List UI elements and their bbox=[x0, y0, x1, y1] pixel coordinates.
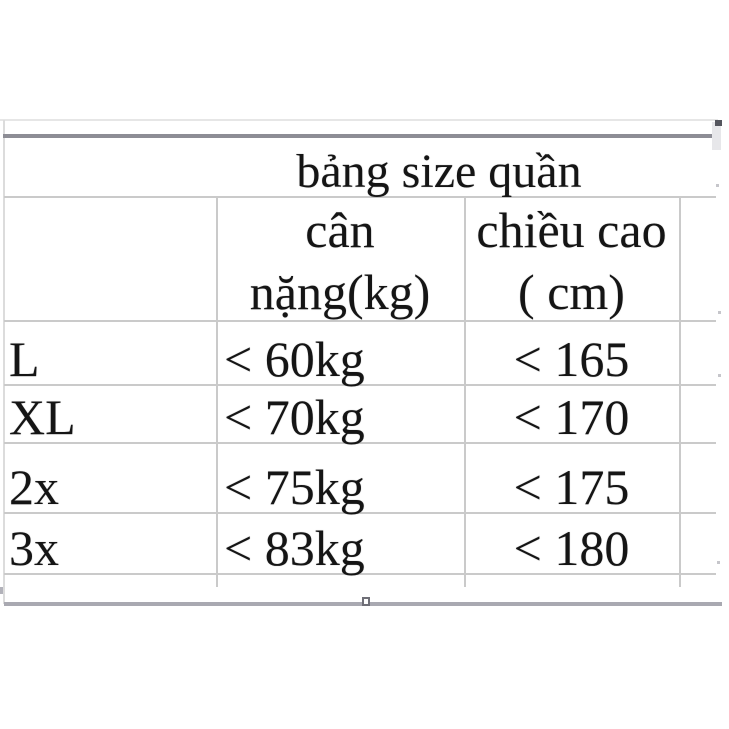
weight-cell: < 83kg bbox=[224, 520, 365, 576]
height-cell: < 165 bbox=[513, 331, 630, 387]
table-row: 3x < 83kg < 180 bbox=[4, 514, 716, 573]
size-cell: XL bbox=[9, 389, 76, 445]
height-cell: < 180 bbox=[513, 520, 630, 576]
row-divider bbox=[4, 384, 716, 386]
column-header-weight-line1: cân bbox=[305, 202, 375, 258]
row-divider bbox=[4, 573, 716, 575]
column-header-empty bbox=[679, 198, 716, 318]
column-header-height: chiều cao ( cm) bbox=[464, 198, 679, 318]
height-cell: < 170 bbox=[513, 389, 630, 445]
size-cell: 3x bbox=[9, 520, 59, 576]
size-cell: 2x bbox=[9, 459, 59, 515]
weight-cell: < 70kg bbox=[224, 389, 365, 445]
row-divider bbox=[4, 196, 716, 198]
column-divider bbox=[216, 197, 218, 587]
table-row: 2x < 75kg < 175 bbox=[4, 444, 716, 512]
table-header-row: cân nặng(kg) chiều cao ( cm) bbox=[4, 198, 716, 318]
table-row: L < 60kg < 165 bbox=[4, 322, 716, 384]
row-divider bbox=[4, 512, 716, 514]
column-header-size bbox=[4, 198, 216, 318]
table-row: XL < 70kg < 170 bbox=[4, 386, 716, 442]
weight-cell: < 75kg bbox=[224, 459, 365, 515]
height-cell: < 175 bbox=[513, 459, 630, 515]
margin-artifact-dot bbox=[718, 374, 721, 377]
row-divider bbox=[4, 320, 716, 322]
table-title: bảng size quần bbox=[296, 145, 582, 198]
resize-handle-top-right[interactable] bbox=[715, 120, 722, 126]
margin-artifact-mark bbox=[0, 587, 3, 594]
weight-cell: < 60kg bbox=[224, 331, 365, 387]
column-header-weight: cân nặng(kg) bbox=[216, 198, 464, 318]
outer-frame-left-line bbox=[3, 120, 5, 604]
column-divider bbox=[464, 197, 466, 587]
margin-artifact-dot bbox=[718, 311, 721, 314]
outer-frame-top-line bbox=[0, 119, 718, 121]
table-top-border bbox=[3, 134, 719, 138]
column-divider bbox=[679, 197, 681, 587]
row-divider bbox=[4, 442, 716, 444]
column-header-height-line2: ( cm) bbox=[518, 264, 625, 320]
column-header-height-line1: chiều cao bbox=[476, 202, 667, 258]
column-header-weight-line2: nặng(kg) bbox=[249, 264, 431, 320]
scrollbar-fragment bbox=[712, 122, 721, 150]
resize-handle-bottom-center[interactable] bbox=[362, 597, 370, 606]
margin-artifact-dot bbox=[716, 184, 719, 187]
size-cell: L bbox=[9, 331, 40, 387]
margin-artifact-dot bbox=[717, 561, 720, 564]
